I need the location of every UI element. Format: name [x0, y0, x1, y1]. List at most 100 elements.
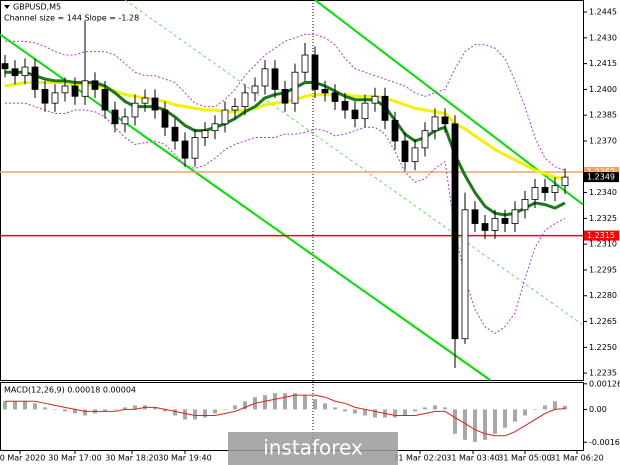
- macd-bar: [343, 409, 347, 412]
- macd-bar: [223, 409, 227, 410]
- macd-bar: [283, 393, 287, 410]
- candle-body: [101, 89, 109, 111]
- candle-body: [111, 109, 119, 125]
- macd-bar: [543, 405, 547, 410]
- candle-body: [181, 140, 189, 159]
- macd-bar: [513, 409, 517, 422]
- candle-body: [441, 116, 449, 125]
- candle-body: [371, 95, 379, 104]
- macd-bar: [453, 409, 457, 434]
- candle-body: [471, 209, 479, 224]
- macd-bar: [423, 407, 427, 410]
- chart-subtitle: Channel size = 144 Slope = -1.28: [4, 14, 139, 23]
- candle-body: [241, 92, 249, 108]
- macd-bar: [153, 407, 157, 410]
- y-tick-label: 1.2280: [589, 291, 617, 300]
- y-tick-label: 1.2325: [589, 214, 617, 223]
- macd-bar: [233, 405, 237, 410]
- candle-body: [481, 223, 489, 231]
- indicator-line: [5, 33, 566, 171]
- candle-body: [381, 95, 389, 121]
- y-tick-label: 1.2235: [589, 369, 617, 378]
- macd-bar: [473, 409, 477, 442]
- macd-bar: [173, 409, 177, 416]
- candle-body: [281, 89, 289, 104]
- x-tick-label: 31 Mar 05:00: [498, 454, 551, 463]
- macd-bar: [43, 407, 47, 410]
- macd-bar: [413, 409, 417, 412]
- macd-bar: [503, 409, 507, 428]
- x-tick-label: 31 Mar 03:40: [446, 454, 499, 463]
- x-tick-label: 31 Mar 06:20: [550, 454, 603, 463]
- chart-title: GBPUSD,M5: [13, 3, 61, 12]
- macd-bar: [163, 409, 167, 412]
- candle-body: [551, 185, 559, 193]
- candle-body: [221, 109, 229, 125]
- candle-body: [51, 92, 59, 104]
- candle-body: [491, 217, 499, 231]
- candle-body: [201, 130, 209, 138]
- candle-body: [311, 54, 319, 90]
- candle-body: [251, 85, 259, 94]
- candle-body: [151, 97, 159, 111]
- macd-bar: [293, 393, 297, 410]
- candle-body: [501, 217, 509, 224]
- macd-bar: [133, 405, 137, 410]
- y-tick-label: 1.2340: [589, 188, 617, 197]
- candle-body: [211, 123, 219, 132]
- macd-bar: [353, 409, 357, 414]
- macd-bar: [303, 395, 307, 410]
- bid-label: 1.2349: [587, 173, 615, 182]
- y-tick-label: 1.2310: [589, 240, 617, 249]
- macd-bar: [3, 401, 7, 410]
- macd-bar: [203, 409, 207, 418]
- candle-body: [261, 68, 269, 87]
- macd-signal: [5, 394, 566, 437]
- bid-box: [584, 172, 619, 183]
- macd-bar: [63, 409, 67, 412]
- candle-body: [61, 85, 69, 94]
- indicator-line: [5, 102, 566, 335]
- macd-label: MACD(12,26,9) 0.00018 0.00004: [4, 386, 136, 395]
- candle-body: [21, 66, 29, 77]
- macd-bar: [243, 401, 247, 410]
- x-tick-label: 30 Mar 18:20: [105, 454, 158, 463]
- candle-body: [191, 137, 199, 159]
- macd-bar: [563, 405, 567, 410]
- price-level-label: 1.2352: [587, 167, 615, 176]
- macd-tick-label: 0.00126: [589, 379, 620, 388]
- candle-body: [451, 123, 459, 340]
- candle-body: [121, 116, 129, 125]
- x-tick-label: 30 Mar 2020: [0, 454, 45, 463]
- macd-bar: [273, 393, 277, 410]
- macd-bar: [533, 409, 537, 410]
- main-frame: [0, 0, 584, 381]
- watermark: instaforex: [263, 436, 363, 460]
- macd-bar: [123, 407, 127, 410]
- y-tick-label: 1.2445: [589, 8, 617, 17]
- macd-bar: [33, 403, 37, 410]
- macd-bar: [363, 409, 367, 416]
- candle-body: [331, 92, 339, 102]
- macd-bar: [463, 409, 467, 440]
- macd-tick-label: -0.00162: [589, 438, 620, 447]
- macd-bar: [103, 409, 107, 412]
- candle-body: [411, 147, 419, 163]
- price-level-label: 1.2315: [587, 231, 615, 240]
- y-tick-label: 1.2265: [589, 317, 617, 326]
- y-tick-label: 1.2400: [589, 85, 617, 94]
- x-tick-label: 30 Mar 17:00: [48, 454, 101, 463]
- macd-bar: [263, 395, 267, 410]
- macd-bar: [483, 409, 487, 440]
- candle-body: [41, 89, 49, 104]
- macd-bar: [433, 405, 437, 410]
- watermark-box: [228, 432, 398, 465]
- macd-bar: [213, 409, 217, 414]
- macd-bar: [53, 409, 57, 410]
- macd-bar: [373, 409, 377, 418]
- macd-bar: [403, 409, 407, 416]
- candle-body: [341, 101, 349, 111]
